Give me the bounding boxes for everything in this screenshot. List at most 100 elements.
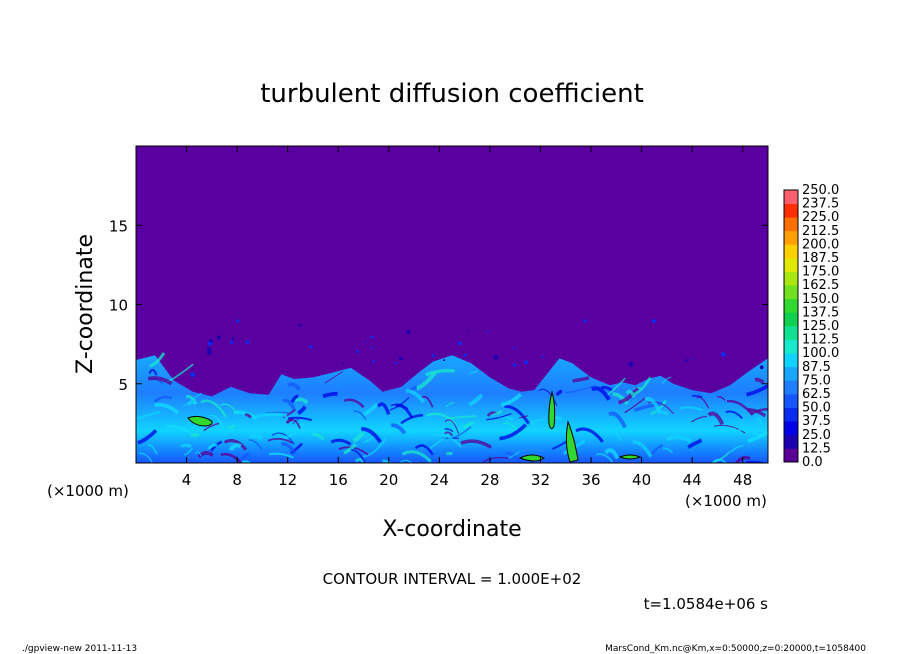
- colorbar-swatch: [784, 217, 798, 232]
- eddy-blob: [493, 355, 499, 360]
- eddy-streak: [285, 418, 294, 425]
- x-axis-ticks: 4 8 12 16 20 24 28 32 36 40 44 48: [182, 146, 752, 489]
- eddy-streak: [400, 459, 413, 463]
- eddy-streak: [746, 383, 768, 397]
- colorbar-label: 175.0: [802, 265, 839, 280]
- colorbar-label: 75.0: [802, 373, 831, 388]
- x-tick-label: 24: [430, 471, 449, 489]
- eddy-streak: [754, 377, 765, 385]
- x-axis-label: X-coordinate: [382, 517, 521, 542]
- eddy-streak: [538, 388, 558, 406]
- contour-line: [187, 415, 213, 427]
- eddy-streak: [220, 403, 239, 415]
- eddy-streak: [691, 394, 703, 398]
- colorbar: 0.012.525.037.550.062.575.087.5100.0112.…: [783, 183, 839, 470]
- x-unit-right: (×1000 m): [685, 492, 767, 510]
- eddy-streak: [147, 376, 173, 386]
- eddy-streak: [499, 423, 528, 441]
- eddy-streak: [575, 427, 604, 443]
- eddy-streak: [747, 407, 767, 418]
- eddy-blob: [394, 362, 398, 365]
- colorbar-swatch: [784, 380, 798, 395]
- colorbar-label: 0.0: [802, 455, 823, 470]
- colorbar-swatch: [784, 339, 798, 354]
- eddy-blob: [513, 347, 516, 350]
- colorbar-swatch: [784, 203, 798, 218]
- x-unit-left: (×1000 m): [47, 482, 129, 500]
- eddy-streak: [240, 452, 250, 462]
- eddy-streak: [604, 427, 622, 441]
- colorbar-label: 187.5: [802, 251, 839, 266]
- eddy-streak: [483, 456, 510, 463]
- eddy-streak: [651, 444, 664, 455]
- eddy-blob: [190, 372, 196, 378]
- eddy-streak: [604, 448, 620, 460]
- eddy-streak: [149, 352, 166, 368]
- colorbar-label: 200.0: [802, 237, 839, 252]
- eddy-streak: [165, 424, 190, 434]
- eddy-streak: [311, 433, 325, 441]
- eddy-streak: [716, 396, 726, 401]
- eddy-streak: [696, 396, 710, 409]
- eddy-streak: [184, 447, 193, 456]
- colorbar-label: 12.5: [802, 441, 831, 456]
- eddy-streak: [187, 401, 198, 406]
- eddy-streak: [324, 371, 344, 384]
- eddy-streak: [707, 411, 725, 426]
- eddy-streak: [663, 447, 674, 454]
- eddy-streak: [607, 411, 627, 429]
- eddy-blob: [229, 340, 234, 344]
- eddy-streak: [445, 402, 455, 408]
- eddy-streak: [750, 408, 768, 416]
- chart-title: turbulent diffusion coefficient: [260, 79, 644, 109]
- eddy-blob: [721, 352, 726, 357]
- eddy-streak: [203, 422, 220, 432]
- y-tick-label: 10: [109, 297, 128, 315]
- eddy-streak: [343, 398, 365, 409]
- x-tick-label: 12: [278, 471, 297, 489]
- colorbar-swatch: [784, 353, 798, 368]
- eddy-streak: [555, 389, 563, 397]
- eddy-streak: [207, 443, 218, 450]
- eddy-blob: [370, 335, 374, 339]
- contour-line: [565, 420, 579, 463]
- eddy-streak: [180, 443, 192, 449]
- eddy-streak: [361, 427, 383, 444]
- eddy-blob: [406, 329, 411, 335]
- eddy-streak: [601, 385, 613, 392]
- eddy-streak: [248, 434, 264, 441]
- eddy-blob: [443, 359, 446, 362]
- eddy-blob: [457, 341, 462, 346]
- eddy-streak: [153, 395, 173, 403]
- eddy-blob: [542, 355, 545, 358]
- colorbar-swatch: [784, 312, 798, 327]
- eddy-streak: [617, 387, 640, 405]
- eddy-streak: [401, 450, 432, 463]
- eddy-streak: [148, 368, 158, 376]
- eddy-streak: [444, 431, 453, 437]
- eddy-streak: [147, 443, 158, 455]
- colorbar-swatch: [784, 244, 798, 259]
- eddy-streak: [505, 452, 522, 463]
- eddy-streak: [220, 452, 244, 463]
- eddy-streak: [154, 403, 179, 415]
- colorbar-frame: [783, 189, 799, 463]
- colorbar-label: 125.0: [802, 319, 839, 334]
- eddy-blob: [207, 346, 211, 351]
- eddy-blob: [355, 350, 359, 353]
- colorbar-label: 87.5: [802, 360, 831, 375]
- eddy-streak: [362, 438, 387, 458]
- eddy-streak: [711, 451, 731, 463]
- eddy-blob: [431, 354, 435, 358]
- eddy-streak: [136, 410, 161, 420]
- eddy-streak: [632, 440, 653, 458]
- eddy-streak: [625, 389, 636, 398]
- eddy-streak: [713, 424, 746, 434]
- eddy-streak: [595, 453, 614, 463]
- colorbar-label: 137.5: [802, 305, 839, 320]
- eddy-streak: [504, 404, 531, 426]
- eddy-streak: [293, 397, 309, 405]
- eddy-streaks: [136, 319, 768, 463]
- colorbar-swatch: [784, 407, 798, 422]
